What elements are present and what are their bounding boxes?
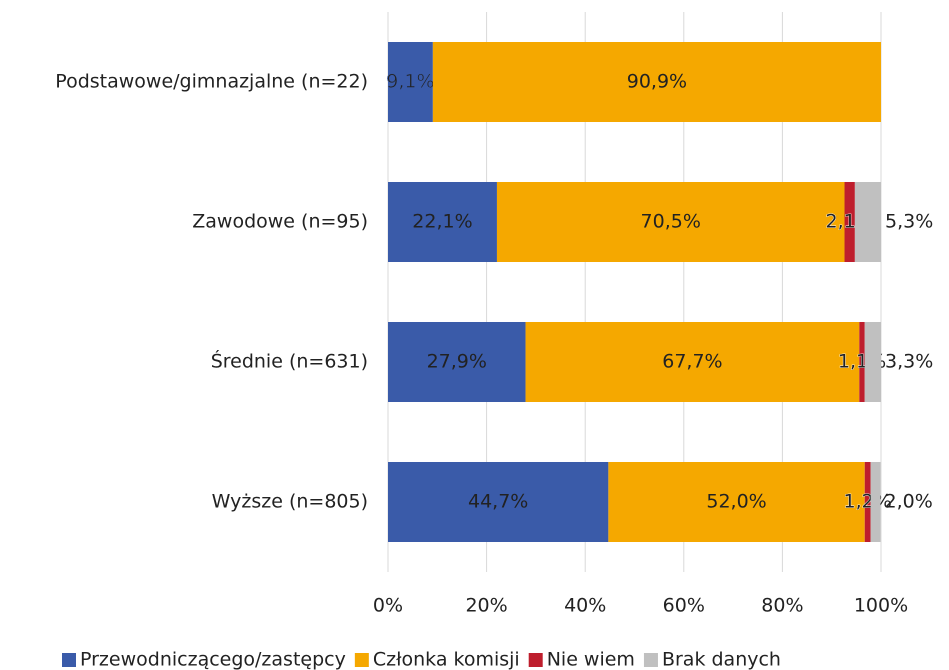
bar-segment (844, 182, 855, 262)
legend-swatch (643, 653, 658, 667)
x-tick-label: 60% (663, 595, 705, 617)
bar-segment (388, 42, 433, 122)
bar-segment (496, 182, 845, 262)
bar-segment (854, 182, 881, 262)
legend-swatch (528, 653, 543, 667)
value-label: 2,0% (885, 491, 933, 513)
value-label: 70,5% (641, 211, 701, 233)
legend-swatch (62, 653, 76, 667)
bar-segment (388, 182, 497, 262)
category-label: Wyższe (n=805) (212, 491, 368, 513)
category-label: Średnie (n=631) (211, 349, 368, 373)
value-label: 52,0% (706, 491, 766, 513)
value-label: 9,1% (386, 71, 434, 93)
legend-swatch (354, 653, 369, 667)
value-label: 44,7% (468, 491, 528, 513)
bar-segment (525, 322, 860, 402)
value-label: 67,7% (662, 351, 722, 373)
x-tick-label: 0% (373, 595, 403, 617)
legend-label: Nie wiem (547, 649, 635, 670)
bar-segment (388, 462, 609, 542)
category-label: Podstawowe/gimnazjalne (n=22) (55, 71, 368, 93)
value-label: 5,3% (885, 211, 933, 233)
bar-segment (608, 462, 865, 542)
bar-segment (864, 322, 881, 402)
bar-segment (859, 322, 865, 402)
legend-label: Członka komisji (373, 649, 520, 670)
x-tick-label: 80% (761, 595, 803, 617)
x-tick-label: 20% (465, 595, 507, 617)
legend-label: Przewodniczącego/zastępcy (80, 649, 346, 670)
value-label: 90,9% (627, 71, 687, 93)
bar-segment (864, 462, 871, 542)
value-label: 27,9% (427, 351, 487, 373)
value-label: 3,3% (885, 351, 933, 373)
bar-segment (870, 462, 881, 542)
x-tick-label: 100% (854, 595, 908, 617)
legend-label: Brak danych (662, 649, 781, 670)
x-tick-label: 40% (564, 595, 606, 617)
bar-segment (388, 322, 526, 402)
value-label: 22,1% (412, 211, 472, 233)
bar-segment (432, 42, 881, 122)
category-label: Zawodowe (n=95) (192, 211, 368, 233)
